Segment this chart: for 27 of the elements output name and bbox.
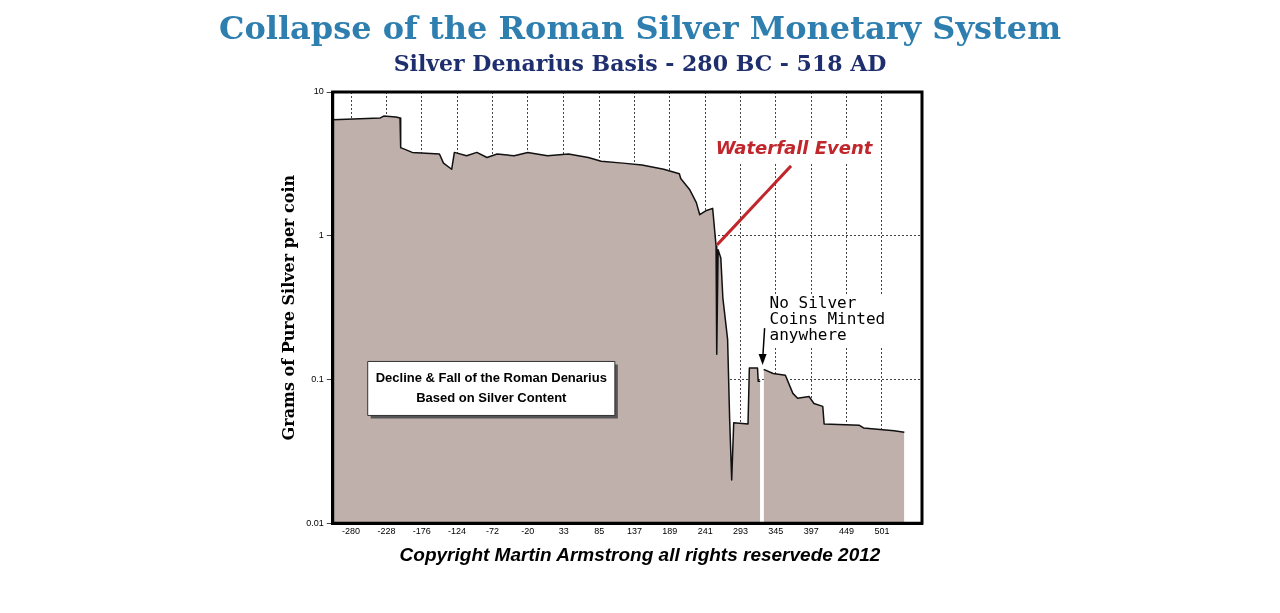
- x-tick-label: 33: [558, 526, 569, 537]
- x-tick-label: 501: [874, 526, 890, 537]
- y-tick-label: 10: [313, 86, 324, 97]
- x-tick-label: 397: [803, 526, 819, 537]
- chart-title: Collapse of the Roman Silver Monetary System: [217, 8, 1063, 48]
- text: Copyright Martin Armstrong all rights reservede 2012: [398, 544, 882, 566]
- annotation: Decline & Fall of the Roman Denarius Based on Silver Content: [375, 370, 607, 406]
- y-tick-label: 0.1: [311, 373, 324, 384]
- x-tick-label: -176: [412, 526, 431, 537]
- x-tick-label: -124: [448, 526, 467, 537]
- x-tick-label: -280: [342, 526, 361, 537]
- x-tick-label: 85: [594, 526, 605, 537]
- x-tick-label: 345: [768, 526, 784, 537]
- y-axis-title: Grams of Pure Silver per coin: [278, 174, 298, 441]
- x-tick-label: 449: [839, 526, 855, 537]
- x-tick-label: -20: [521, 526, 535, 537]
- y-tick-label: 0.01: [306, 517, 324, 528]
- x-tick-label: -72: [485, 526, 499, 537]
- annotation: No Silver Coins Minted anywhere: [769, 293, 886, 345]
- annotation: Waterfall Event: [715, 136, 874, 158]
- y-tick-label: 1: [318, 230, 324, 241]
- x-tick-label: 137: [626, 526, 643, 537]
- x-tick-label: 241: [697, 526, 713, 537]
- x-tick-label: -228: [377, 526, 396, 537]
- x-tick-label: 293: [733, 526, 749, 537]
- chart-subtitle: Silver Denarius Basis - 280 BC - 518 AD: [392, 49, 888, 78]
- x-tick-label: 189: [662, 526, 678, 537]
